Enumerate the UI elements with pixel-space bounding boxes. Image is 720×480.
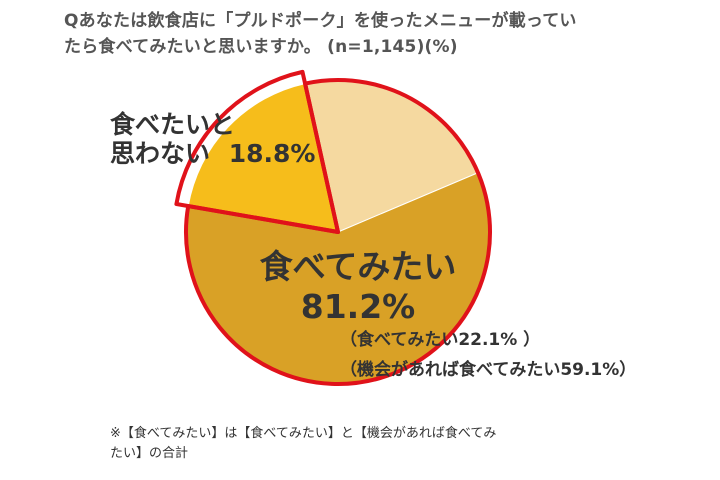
- pie-slices: [185, 79, 491, 385]
- chart-title-line-1: Qあなたは飲食店に「プルドポーク」を使ったメニューが載ってい: [64, 11, 577, 31]
- pie-group-outline-1: [184, 78, 492, 386]
- label-detail-chance: （機会があれば食べてみたい59.1%）: [340, 359, 636, 380]
- pie-group-outlines: [174, 69, 492, 386]
- label-not-want-line-2-text: 思わない: [110, 139, 210, 168]
- label-want: 食べてみたい: [260, 247, 457, 286]
- pie-group-outline-2: [174, 69, 340, 234]
- chart-title-line-2: たら食べてみたいと思いますか。 (n=1,145)(%): [64, 37, 458, 57]
- footnote-line-2: たい】の合計: [110, 446, 189, 461]
- label-detail-want: （食べてみたい22.1% ）: [340, 329, 540, 350]
- pie-slice-3: [187, 83, 339, 233]
- label-not-want-line-2: 思わない 18.8%: [110, 139, 315, 168]
- label-want-value: 81.2%: [301, 287, 416, 326]
- footnote-line-1: ※【食べてみたい】は【食べてみたい】と【機会があれば食べてみ: [110, 426, 497, 441]
- label-not-want-value: 18.8%: [229, 139, 316, 168]
- label-not-want-line-1: 食べたいと: [110, 110, 235, 139]
